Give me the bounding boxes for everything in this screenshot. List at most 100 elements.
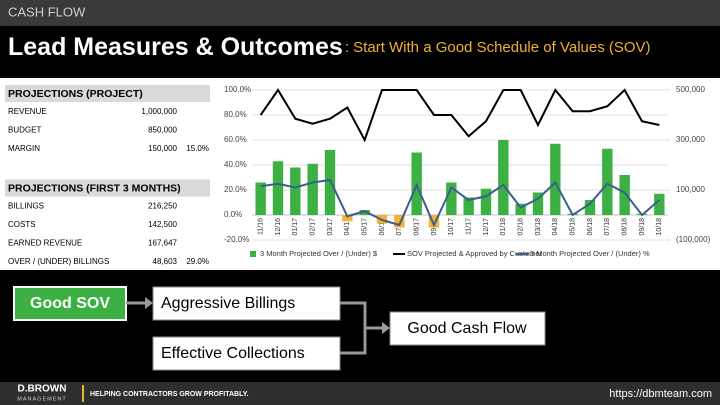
table-cell: 48,603 [153, 257, 178, 266]
table-title: PROJECTIONS (FIRST 3 MONTHS) [8, 182, 181, 194]
table-cell: 29.0% [186, 257, 209, 266]
bar [463, 197, 474, 215]
bar [446, 182, 457, 215]
table-cell: COSTS [8, 220, 36, 229]
flow-label: Good SOV [30, 295, 110, 312]
x-tick-label: 03/17 [327, 218, 334, 236]
x-tick-label: 05/18 [570, 218, 577, 236]
bar [584, 200, 596, 215]
x-tick-label: 05/17 [362, 218, 369, 236]
chart: -20.0% 0.0% 20.0% 40.0% 60.0% 80.0% 100.0% (100… [224, 85, 711, 258]
x-tick-label: 11/16 [258, 218, 265, 235]
table-cell: REVENUE [8, 107, 47, 116]
section-bar [0, 0, 720, 26]
table-cell: MARGIN [8, 144, 40, 153]
bar [515, 203, 526, 215]
legend-swatch [250, 251, 256, 257]
table-cell: 167,647 [148, 239, 177, 248]
table-cell: 1,000,000 [141, 107, 177, 116]
table-title: PROJECTIONS (PROJECT) [8, 88, 143, 100]
legend-label: SOV Projected & Approved by Customer [407, 249, 543, 258]
y-tick-label: 0.0% [224, 210, 242, 219]
bar [498, 140, 509, 215]
x-tick-label: 04/18 [552, 218, 559, 236]
legend-label: 3 Month Projected Over / (Under) % [530, 249, 650, 258]
arrow-head [145, 297, 153, 309]
x-tick-label: 06/17 [379, 218, 386, 236]
bar [550, 143, 561, 215]
x-tick-label: 01/17 [292, 218, 299, 236]
bar [394, 215, 405, 228]
bar [428, 215, 440, 228]
flow-label: Effective Collections [161, 345, 305, 362]
tables: PROJECTIONS (PROJECT) REVENUE 1,000,000 BUD… [5, 85, 210, 266]
x-tick-label: 10/18 [656, 218, 663, 236]
x-tick-label: 02/17 [310, 218, 317, 236]
table-cell: 15.0% [186, 144, 209, 153]
table-cell: BILLINGS [8, 202, 44, 211]
y-tick-label: 100.0% [224, 85, 251, 94]
table-cell: BUDGET [8, 126, 41, 135]
bar [255, 182, 266, 215]
tagline: HELPING CONTRACTORS GROW PROFITABLY. [90, 391, 249, 398]
section-label: CASH FLOW [8, 4, 86, 19]
bar [619, 175, 630, 215]
flow-arrow [340, 301, 383, 355]
y-tick-label: 40.0% [224, 160, 247, 169]
table-header [5, 85, 210, 102]
bar [342, 215, 353, 222]
title-sub: : Start With a Good Schedule of Values (… [345, 39, 651, 56]
logo-sub: MANAGEMENT [17, 396, 66, 402]
title-main: Lead Measures & Outcomes [8, 33, 343, 61]
x-tick-label: 10/17 [448, 218, 455, 236]
flow-label: Good Cash Flow [407, 320, 527, 337]
line [259, 88, 660, 143]
x-tick-label: 02/18 [518, 218, 525, 236]
flow-diagram: Good SOV Aggressive Billings Effective C… [13, 286, 546, 371]
url: https://dbmteam.com [609, 388, 712, 400]
table-cell: 150,000 [148, 144, 177, 153]
flow-box [152, 286, 341, 321]
bar [654, 193, 665, 215]
y2-tick-label: 100,000 [676, 185, 705, 194]
x-tick-label: 12/17 [483, 218, 490, 236]
y-tick-label: 20.0% [224, 185, 247, 194]
flow-label: Aggressive Billings [161, 295, 295, 312]
y-tick-label: -20.0% [224, 235, 249, 244]
flow-box [389, 311, 546, 346]
x-tick-label: 06/18 [587, 218, 594, 236]
table-cell: 142,500 [148, 220, 177, 229]
y2-tick-label: 500,000 [676, 85, 705, 94]
bar [290, 167, 301, 215]
bar [480, 188, 492, 215]
bar [272, 161, 284, 215]
footer-bar [0, 382, 720, 405]
x-tick-label: 09/18 [639, 218, 646, 236]
bar [307, 163, 318, 215]
slide-title: Lead Measures & Outcomes: Start With a G… [8, 33, 651, 61]
table-cell: OVER / (UNDER) BILLINGS [8, 257, 109, 266]
x-tick-label: 12/16 [275, 218, 282, 236]
bar [602, 148, 613, 215]
arrow-head [382, 322, 390, 334]
x-tick-label: 01/18 [500, 218, 507, 236]
table-cell: 216,250 [148, 202, 177, 211]
y-tick-label: 60.0% [224, 135, 247, 144]
table-cell: EARNED REVENUE [8, 239, 82, 248]
table-header [5, 179, 210, 197]
x-tick-label: 08/18 [622, 218, 629, 236]
bar [324, 150, 336, 215]
y2-tick-label: (100,000) [676, 235, 711, 244]
x-tick-label: 07/18 [604, 218, 611, 236]
table-cell: 850,000 [148, 126, 177, 135]
x-tick-label: 11/17 [466, 218, 473, 235]
x-tick-label: 08/17 [414, 218, 421, 236]
x-tick-label: 03/18 [535, 218, 542, 236]
x-tick-label: 04/17 [344, 218, 351, 236]
flow-box [152, 336, 341, 371]
logo: D.BROWN [18, 384, 67, 395]
divider [82, 385, 84, 402]
bar [359, 210, 370, 215]
bar [532, 192, 544, 215]
